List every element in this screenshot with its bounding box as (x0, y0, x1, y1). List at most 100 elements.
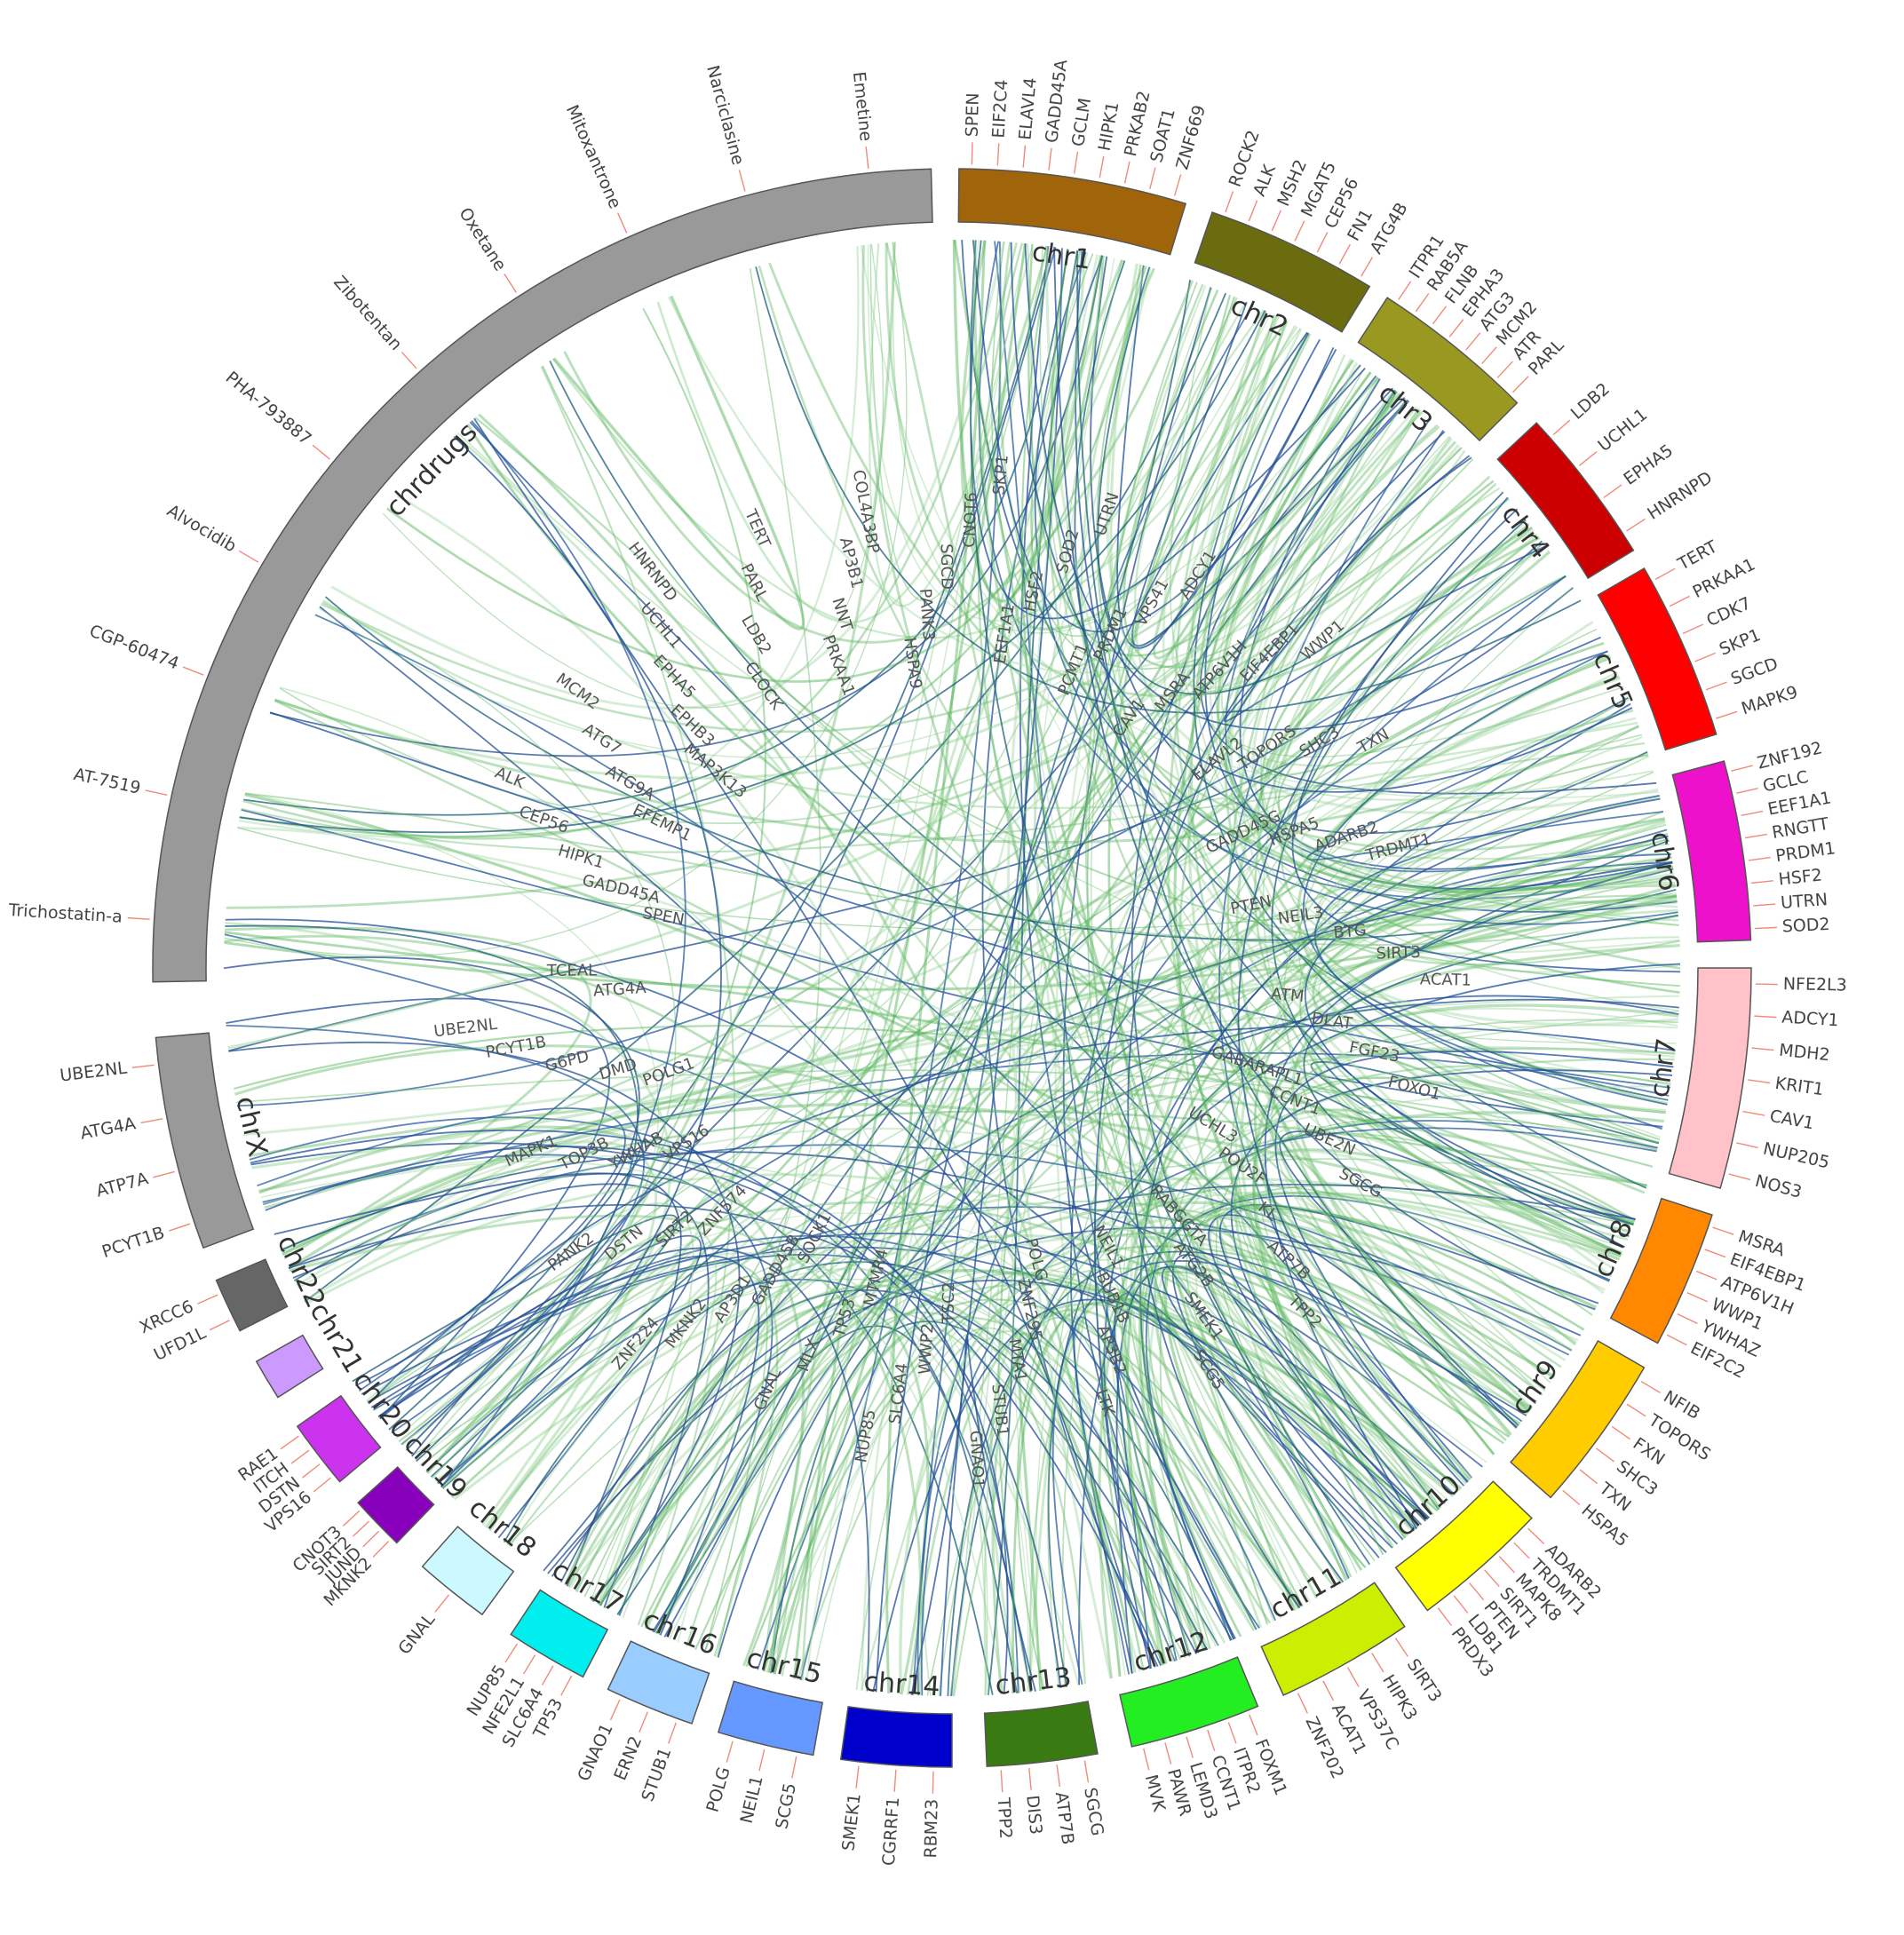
link-ribbon (872, 1298, 1404, 1693)
link-ribbon (540, 366, 736, 1626)
gene-tick (1744, 833, 1767, 839)
link-ribbon (766, 1191, 1606, 1673)
link-ribbon (282, 832, 1669, 1257)
gene-tick (1361, 257, 1374, 277)
link-ribbon (1224, 430, 1546, 723)
gene-tick (609, 1699, 621, 1721)
link-ribbon (1127, 455, 1471, 1609)
segment-arc-chr5 (1597, 567, 1718, 751)
gene-tick (1562, 1489, 1581, 1506)
gene-label: Zibotentan (329, 273, 406, 354)
link-ribbon (658, 1267, 1358, 1636)
link-ribbon (1123, 289, 1495, 669)
link-ribbon (488, 1047, 1676, 1532)
link-ribbon (244, 793, 1556, 1378)
link-ribbon (425, 1261, 779, 1657)
link-ribbon (1260, 497, 1680, 994)
link-ribbon (321, 389, 1396, 734)
gene-tick (1083, 1760, 1090, 1783)
gene-label: Emetine (849, 71, 876, 143)
inner-gene-label: SKP1 (989, 454, 1012, 496)
gene-tick (1316, 232, 1329, 253)
link-ribbon (1141, 1203, 1585, 1638)
gene-label: EIF2C4 (989, 79, 1012, 139)
link-ribbon (1281, 535, 1680, 966)
gene-tick (127, 916, 150, 920)
gene-tick (522, 1654, 536, 1675)
link-ribbon (892, 242, 1361, 634)
link-ribbon (265, 1146, 1162, 1666)
gene-tick (312, 444, 330, 460)
link-ribbon (478, 413, 1122, 1677)
segment-arc-chr14 (839, 1705, 953, 1768)
inner-gene-label: ACAT1 (1420, 970, 1472, 989)
link-ribbon (1054, 284, 1207, 1672)
link-ribbon (781, 810, 1664, 1677)
link-ribbon (1114, 1292, 1393, 1669)
link-ribbon (244, 792, 660, 1462)
gene-tick (131, 1064, 155, 1069)
gene-tick (1322, 1680, 1335, 1701)
link-ribbon (564, 1275, 768, 1653)
link-ribbon (303, 899, 1678, 1303)
link-ribbon (1303, 914, 1679, 1282)
link-ribbon (669, 892, 1677, 1640)
link-ribbon (1235, 526, 1533, 1456)
link-ribbon (1201, 1192, 1620, 1511)
segment-arc-chr18 (421, 1526, 515, 1616)
gene-label: DIS3 (1022, 1795, 1045, 1836)
link-ribbon (1162, 297, 1667, 1113)
link-ribbon (1171, 328, 1535, 690)
link-ribbon (763, 1245, 1538, 1672)
gene-label: GADD45A (1042, 59, 1071, 144)
link-ribbon (366, 1202, 694, 1605)
gene-tick (1748, 1079, 1771, 1084)
segment-chrX: chrX PCYT1B ATP7A ATG4A UBE2NL (59, 1032, 274, 1262)
gene-tick (238, 550, 259, 563)
inner-gene-label: PANK3 (916, 588, 938, 641)
segment-arc-chr6 (1671, 760, 1752, 943)
link-ribbon (263, 1154, 774, 1632)
link-ribbon (616, 1325, 1018, 1693)
link-ribbon (1075, 251, 1630, 1238)
gene-label: UBE2NL (59, 1059, 128, 1086)
gene-tick (1742, 1110, 1765, 1116)
link-ribbon (1114, 1293, 1343, 1666)
link-ribbon (961, 240, 1678, 913)
link-ribbon (1291, 944, 1680, 1437)
link-ribbon (991, 1308, 1319, 1695)
link-ribbon (401, 247, 1057, 1446)
link-ribbon (983, 487, 1501, 1696)
gene-label: MVK (1141, 1772, 1169, 1813)
gene-tick (1048, 147, 1052, 171)
gene-tick (1338, 243, 1351, 265)
link-ribbon (440, 420, 686, 1488)
gene-label: CGRRF1 (879, 1796, 903, 1867)
link-ribbon (1076, 250, 1519, 1426)
link-ribbon (269, 255, 1103, 757)
link-ribbon (875, 331, 1308, 1693)
inner-gene-label: ATM (1270, 985, 1305, 1006)
link-ribbon (1103, 702, 1631, 1661)
gene-tick (313, 1477, 331, 1493)
link-ribbon (703, 823, 1667, 1653)
gene-tick (1207, 1729, 1216, 1751)
gene-tick (1123, 161, 1130, 184)
link-ribbon (244, 792, 1679, 947)
link-ribbon (248, 1087, 1647, 1188)
link-ribbon (1282, 734, 1643, 1396)
link-layer (223, 239, 1681, 1697)
gene-label: ELAVL4 (1015, 76, 1040, 140)
link-ribbon (426, 551, 1551, 1474)
link-ribbon (653, 279, 1192, 1633)
link-ribbon (282, 995, 1680, 1255)
segment-arc-chr16 (607, 1640, 710, 1725)
gene-tick (1626, 1403, 1646, 1417)
link-ribbon (551, 1183, 1636, 1577)
gene-label: ZNF192 (1756, 738, 1825, 773)
gene-tick (1149, 167, 1156, 190)
link-ribbon (970, 240, 1371, 1566)
